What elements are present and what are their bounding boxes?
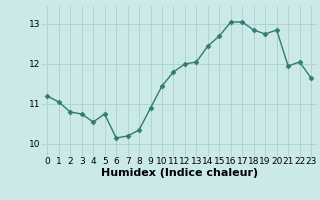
X-axis label: Humidex (Indice chaleur): Humidex (Indice chaleur) — [100, 168, 258, 178]
